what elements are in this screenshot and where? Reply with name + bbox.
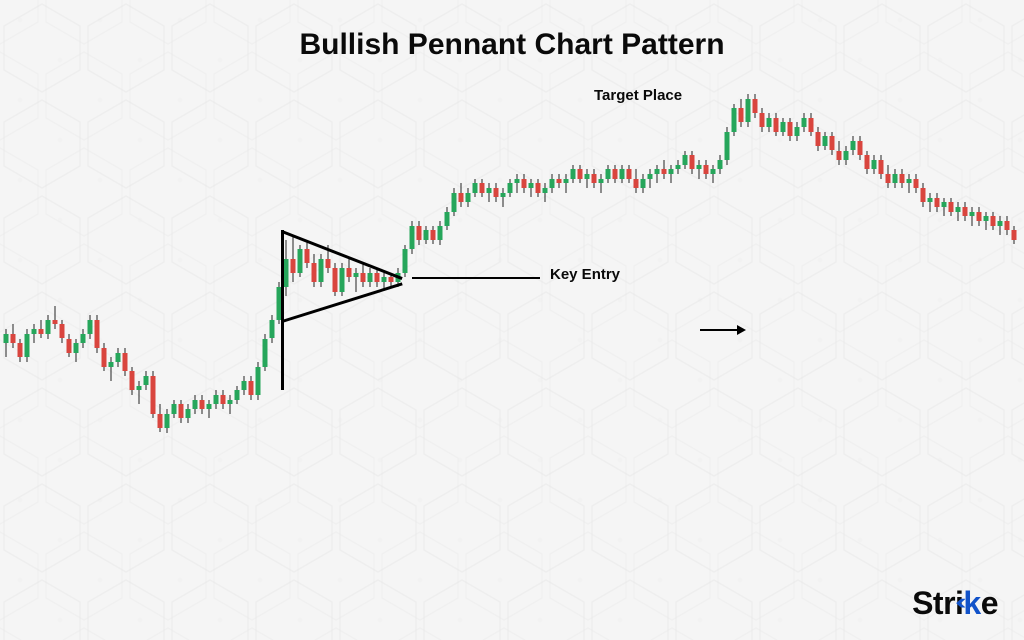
annotation-line-key-entry [412, 277, 540, 279]
annotation-line-target-place [700, 329, 738, 331]
annotation-target-place: Target Place [594, 87, 682, 104]
annotation-key-entry: Key Entry [550, 266, 620, 283]
brand-text-k: k [963, 585, 980, 622]
brand-logo: Strike [912, 585, 998, 622]
brand-text-2: e [981, 585, 998, 621]
chart-title: Bullish Pennant Chart Pattern [0, 28, 1024, 62]
candlestick-chart: Target Place Key Entry [0, 80, 1024, 550]
pennant-pole [281, 230, 284, 390]
